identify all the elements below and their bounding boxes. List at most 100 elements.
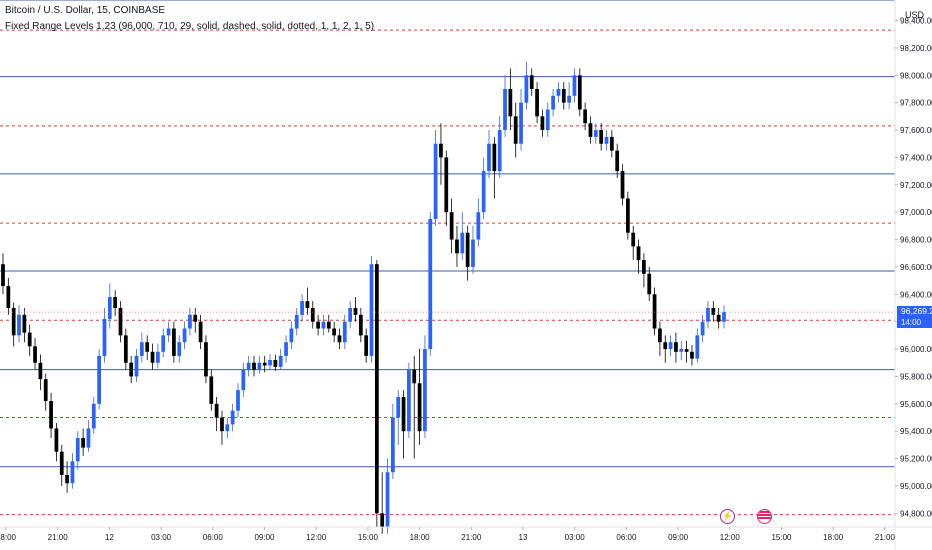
candle-body — [49, 401, 53, 429]
candle-body — [465, 232, 470, 267]
candle — [97, 349, 102, 410]
candle — [684, 340, 689, 363]
candle — [364, 328, 369, 363]
candle-body — [241, 369, 246, 391]
candle-body — [716, 314, 721, 322]
candle — [150, 343, 155, 370]
candle — [636, 239, 641, 274]
candle — [284, 335, 288, 363]
indicator-legend[interactable]: Fixed Range Levels 1.23 (96,000, 710, 29… — [5, 21, 375, 32]
candle-body — [631, 232, 636, 247]
candle — [198, 314, 203, 350]
currency-label[interactable]: USD — [905, 10, 925, 20]
candle — [177, 335, 182, 363]
candle — [321, 314, 326, 336]
candle — [663, 335, 668, 363]
candle — [471, 225, 475, 274]
time-tick-label: 12 — [105, 533, 114, 542]
candles — [1, 61, 726, 534]
candle-body — [706, 307, 710, 322]
candle — [508, 68, 513, 131]
price-tick-label: 97,200.00 — [900, 181, 932, 190]
candle-body — [166, 328, 171, 336]
candle — [524, 61, 529, 110]
candle — [609, 130, 614, 158]
candle-body — [54, 428, 59, 452]
candle — [551, 88, 555, 117]
candle — [561, 82, 566, 110]
candle — [374, 260, 379, 527]
candle-body — [535, 88, 539, 117]
time-tick-label: 13 — [519, 533, 528, 542]
candle — [305, 287, 310, 315]
candle-body — [43, 379, 48, 402]
candle — [631, 225, 636, 261]
candle-body — [679, 349, 684, 352]
candle-body — [310, 307, 315, 322]
candle-body — [353, 307, 358, 315]
candle-body — [471, 239, 475, 267]
candle — [412, 355, 417, 459]
candle-body — [722, 312, 726, 322]
candle — [497, 116, 502, 178]
candle-body — [348, 307, 353, 322]
price-tick-label: 98,200.00 — [900, 44, 932, 53]
candle — [476, 198, 481, 247]
us-flag-icon[interactable] — [757, 509, 772, 524]
time-tick-label: 09:00 — [254, 533, 275, 542]
candle-body — [70, 461, 75, 484]
time-tick-label: 18:00 — [823, 533, 844, 542]
candle — [17, 305, 21, 343]
candle-body — [668, 342, 673, 350]
candle-body — [374, 264, 379, 514]
candle — [1, 253, 5, 295]
price-tick-label: 97,600.00 — [900, 126, 932, 135]
candle — [695, 328, 700, 363]
dividend-icon[interactable]: ⚡ — [720, 509, 735, 524]
candle-body — [625, 198, 630, 233]
candle — [209, 369, 214, 411]
candle — [220, 410, 224, 445]
candle — [642, 253, 646, 288]
candle-body — [209, 376, 214, 404]
candle-body — [401, 396, 406, 432]
candle — [326, 314, 331, 333]
candle-body — [262, 362, 267, 366]
candle — [33, 338, 37, 370]
candle-body — [417, 383, 422, 432]
candle-body — [6, 286, 11, 308]
candle-body — [663, 342, 668, 350]
candle — [593, 123, 598, 144]
candle-body — [636, 246, 641, 261]
candle-body — [524, 75, 529, 103]
candle — [156, 343, 160, 369]
candle — [465, 225, 470, 281]
candle-body — [188, 314, 192, 329]
candle-body — [316, 321, 320, 329]
candle — [230, 403, 235, 432]
candle — [348, 301, 353, 329]
candle — [716, 307, 721, 329]
candle — [358, 307, 363, 343]
candle — [59, 444, 64, 486]
candle — [188, 307, 192, 336]
candle-body — [604, 136, 609, 144]
candle-body — [540, 116, 545, 131]
price-tick-label: 95,000.00 — [900, 482, 932, 491]
candle — [236, 383, 240, 418]
candle — [332, 321, 336, 343]
candle-body — [252, 362, 256, 370]
candle-body — [294, 314, 299, 329]
candle — [567, 82, 571, 110]
candle-body — [609, 136, 614, 151]
candle — [134, 349, 139, 382]
candle-body — [123, 335, 128, 363]
candle-body — [577, 75, 582, 110]
candle-body — [81, 438, 85, 448]
candle-body — [230, 410, 235, 425]
candle — [513, 102, 518, 158]
candle-body — [647, 273, 652, 295]
candle — [86, 420, 91, 452]
candle — [449, 198, 454, 254]
